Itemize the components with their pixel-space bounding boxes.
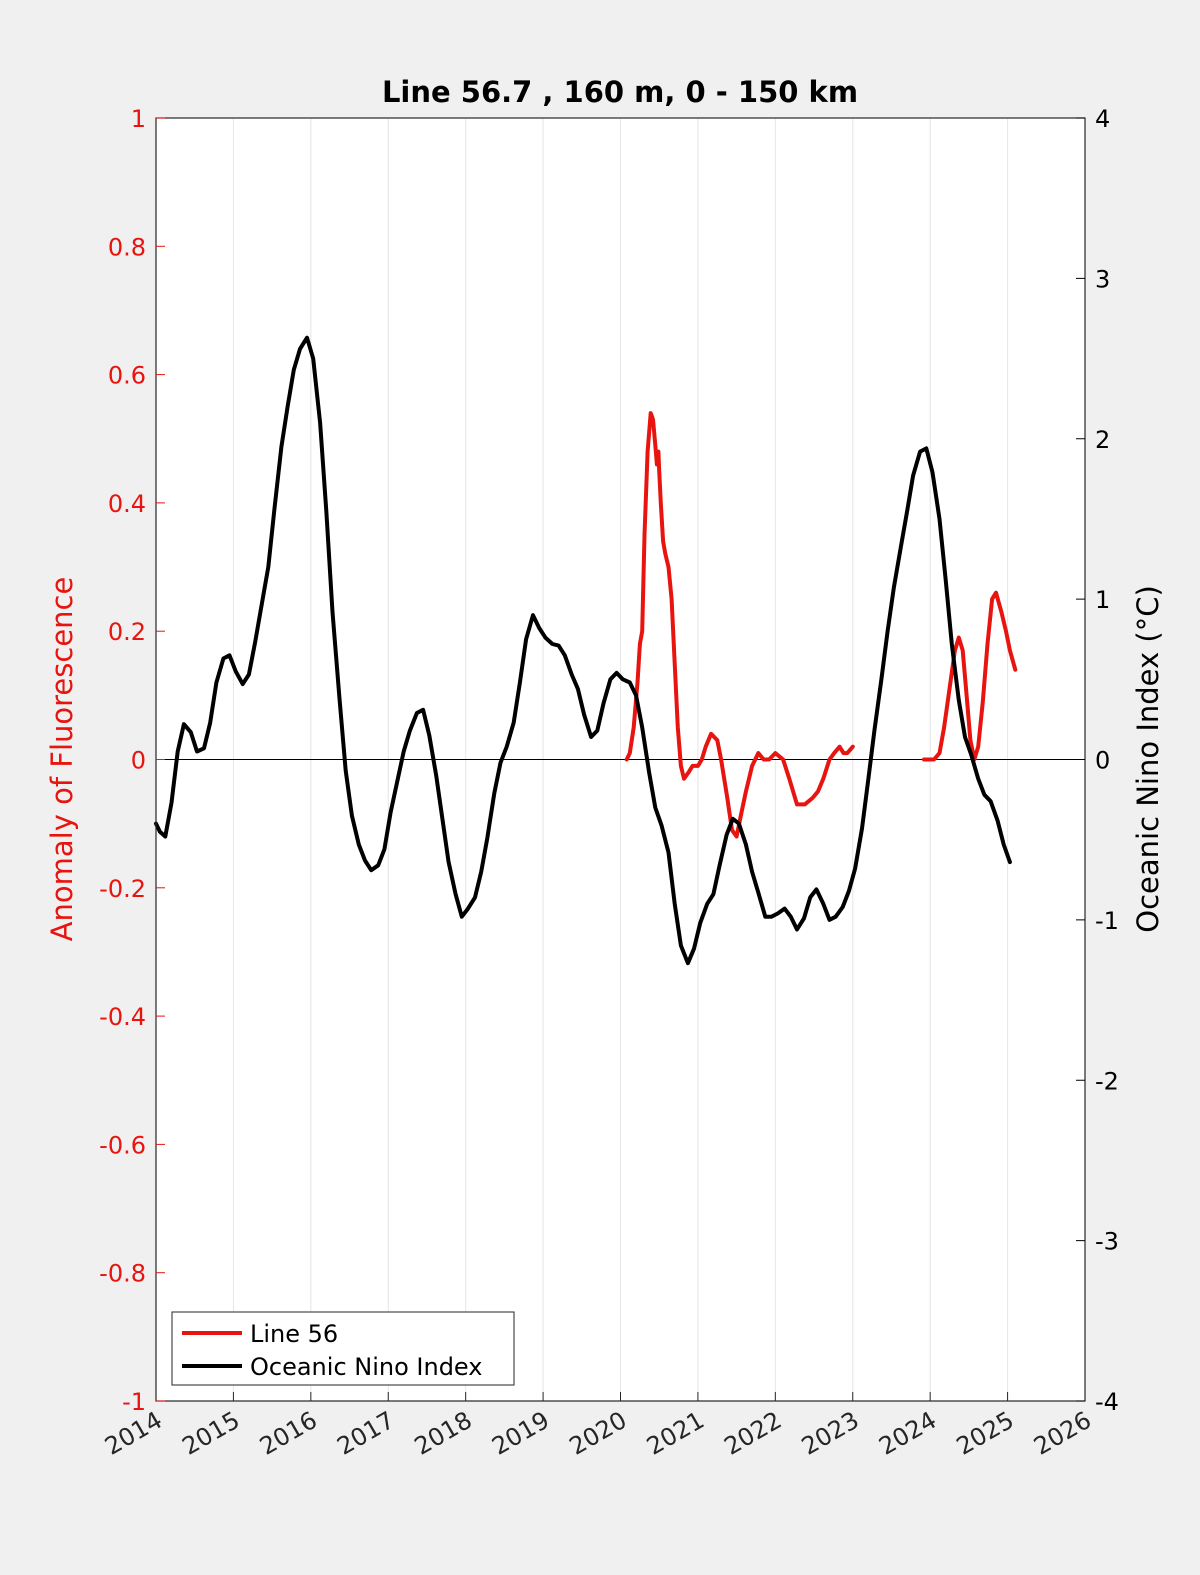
left-y-axis: -1 -0.8 -0.6 -0.4 -0.2 0 0.2 0.4 0.6 0.8 1 xyxy=(99,105,165,1416)
left-y-tick-label-0.6: 0.6 xyxy=(108,362,146,390)
right-y-tick-label-0: 0 xyxy=(1095,747,1110,775)
left-y-tick-label--0.6: -0.6 xyxy=(99,1131,146,1159)
left-y-tick-label-0.2: 0.2 xyxy=(108,618,146,646)
right-y-tick-label--4: -4 xyxy=(1095,1388,1119,1416)
series-layer xyxy=(154,335,1018,966)
right-y-tick-label-3: 3 xyxy=(1095,265,1110,293)
chart-title: Line 56.7 , 160 m, 0 - 150 km xyxy=(382,75,858,109)
legend-label-line-56: Line 56 xyxy=(250,1320,338,1348)
left-y-tick-label-1: 1 xyxy=(131,105,146,133)
legend-box xyxy=(171,1311,515,1386)
right-y-axis: -4 -3 -2 -1 0 1 2 3 4 xyxy=(1076,105,1119,1416)
left-y-tick-label--0.4: -0.4 xyxy=(99,1003,146,1031)
left-y-tick-label-0.4: 0.4 xyxy=(108,490,146,518)
left-y-axis-label: Anomaly of Fluorescence xyxy=(45,577,79,942)
right-y-tick-label-1: 1 xyxy=(1095,586,1110,614)
oni-series-segment-0 xyxy=(154,335,1012,966)
line-56-series-segment-1 xyxy=(922,590,1018,762)
right-y-tick-label--1: -1 xyxy=(1095,907,1119,935)
left-y-tick-label-0.8: 0.8 xyxy=(108,233,146,261)
left-y-tick-label--0.8: -0.8 xyxy=(99,1260,146,1288)
left-y-tick-label--1: -1 xyxy=(122,1388,146,1416)
legend: Line 56 Oceanic Nino Index xyxy=(171,1311,515,1386)
left-y-tick-label--0.2: -0.2 xyxy=(99,875,146,903)
line-56-series-segment-0 xyxy=(624,411,855,839)
legend-label-oni: Oceanic Nino Index xyxy=(250,1353,482,1381)
right-y-tick-label--2: -2 xyxy=(1095,1067,1119,1095)
right-y-tick-label--3: -3 xyxy=(1095,1228,1119,1256)
right-y-axis-label: Oceanic Nino Index (°C) xyxy=(1131,585,1165,933)
right-y-tick-label-2: 2 xyxy=(1095,426,1110,454)
right-y-tick-label-4: 4 xyxy=(1095,105,1110,133)
left-y-tick-label-0: 0 xyxy=(131,747,146,775)
